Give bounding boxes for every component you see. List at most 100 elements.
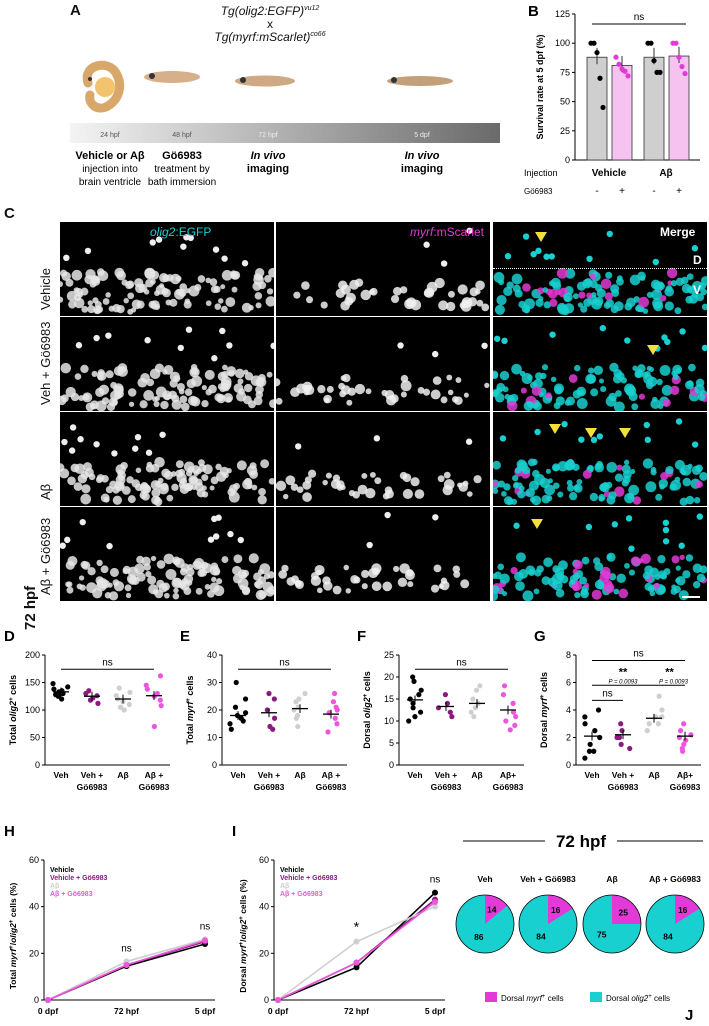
cell xyxy=(644,370,651,378)
cell xyxy=(614,473,624,482)
cell xyxy=(564,295,571,303)
category-label: Aβ + xyxy=(145,770,164,780)
cell xyxy=(642,571,651,580)
cell xyxy=(127,495,136,504)
micrograph-cells xyxy=(60,326,274,411)
cell xyxy=(175,275,182,282)
series-point xyxy=(353,938,360,945)
data-point xyxy=(411,678,417,684)
cell xyxy=(240,571,248,579)
cell xyxy=(696,573,706,583)
cell xyxy=(556,267,568,279)
cell xyxy=(591,589,602,600)
cell xyxy=(598,378,605,384)
cell xyxy=(180,402,190,411)
cell xyxy=(634,370,642,379)
cell xyxy=(393,286,402,296)
panel-e-label: E xyxy=(180,628,190,645)
cell xyxy=(302,480,312,490)
cell xyxy=(66,581,73,588)
cell xyxy=(348,489,356,497)
panel-d-label: D xyxy=(4,628,15,645)
dorsal-cell xyxy=(159,431,166,438)
cell xyxy=(659,483,665,490)
category-label: Veh + xyxy=(435,770,457,780)
micrograph-cells xyxy=(60,424,274,506)
data-point xyxy=(512,722,518,728)
cell xyxy=(361,583,368,590)
dorsal-cell xyxy=(241,260,249,267)
cell xyxy=(564,459,576,471)
cell xyxy=(145,571,152,578)
sig-label: ns xyxy=(430,875,441,886)
step4-line2: imaging xyxy=(401,163,443,175)
cell xyxy=(208,384,217,394)
row-label: Vehicle xyxy=(38,268,53,310)
cross-line-1-sup: vu12 xyxy=(304,5,320,12)
cell xyxy=(188,475,199,485)
cell xyxy=(158,583,168,593)
cell xyxy=(400,380,412,392)
dorsal-cell xyxy=(440,260,448,267)
cell xyxy=(484,382,490,388)
slice-label: 25 xyxy=(619,908,629,918)
dorsal-cell xyxy=(63,254,70,262)
cell xyxy=(109,567,119,577)
dorsal-cell xyxy=(69,424,77,431)
cell xyxy=(73,297,85,309)
cell xyxy=(669,385,680,396)
cell xyxy=(184,388,193,396)
cell xyxy=(237,378,244,385)
pie-name: Veh + Gö6983 xyxy=(520,874,576,884)
dorsal-cell xyxy=(211,515,218,523)
series-point xyxy=(275,997,281,1003)
dorsal-cell xyxy=(177,344,184,352)
cell xyxy=(150,300,160,310)
cell xyxy=(67,476,76,486)
cell xyxy=(222,364,228,371)
cell xyxy=(427,289,434,297)
cell xyxy=(506,498,514,506)
y-tick-label: 20 xyxy=(29,948,39,958)
data-point xyxy=(331,690,338,697)
y-axis-label-part: Total xyxy=(185,721,195,744)
cell xyxy=(278,570,288,579)
cell xyxy=(554,567,565,577)
cell xyxy=(256,377,267,387)
data-point xyxy=(266,690,272,697)
cell xyxy=(648,366,654,372)
step4-line1: In vivo xyxy=(405,150,440,162)
dorsal-cell xyxy=(134,433,142,441)
cell xyxy=(229,484,238,494)
label-part: :mScarlet xyxy=(433,225,485,239)
cell xyxy=(216,578,223,585)
cell xyxy=(283,493,289,500)
cell xyxy=(146,461,153,468)
pie-outline xyxy=(518,894,578,954)
cell xyxy=(692,581,701,589)
cell xyxy=(371,581,382,592)
data-point xyxy=(656,693,662,699)
cell xyxy=(447,290,455,298)
dorsal-cell xyxy=(384,511,391,519)
cell xyxy=(260,459,270,469)
cell xyxy=(613,588,620,595)
cell xyxy=(577,302,584,308)
data-point xyxy=(418,687,424,693)
cell xyxy=(527,401,534,408)
cell xyxy=(640,553,651,564)
cell xyxy=(360,289,371,301)
cell xyxy=(343,564,350,571)
cell xyxy=(656,378,663,386)
cell xyxy=(697,393,706,401)
y-tick-label: 60 xyxy=(29,855,39,865)
cell xyxy=(194,284,202,292)
y-axis-label-part: + xyxy=(239,916,245,920)
cell xyxy=(624,562,630,569)
y-axis-label-part: + xyxy=(186,698,192,702)
cell xyxy=(234,368,245,379)
cell xyxy=(598,494,606,502)
micrograph-tile xyxy=(493,507,707,601)
cell xyxy=(135,467,142,474)
dorsal-cell xyxy=(543,253,550,260)
